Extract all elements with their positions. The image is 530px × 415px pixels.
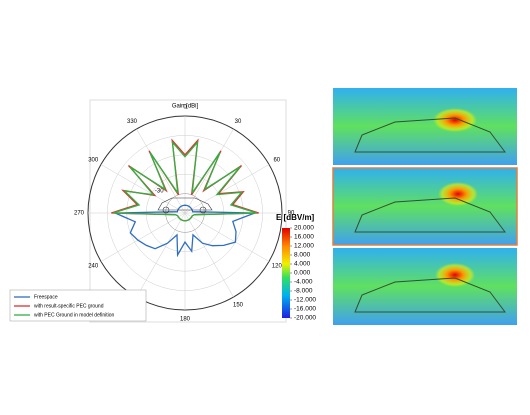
angle-label: 270	[74, 211, 85, 217]
angle-label: 240	[88, 264, 99, 270]
angle-label: 90	[288, 211, 295, 217]
colorbar-label: 0.000	[294, 270, 311, 277]
colorbar-label: -16.000	[294, 306, 316, 313]
spoke	[184, 128, 234, 214]
chart-title: Gain [dBi]	[172, 104, 199, 110]
colorbar-label: -4.000	[294, 279, 313, 286]
angle-label: 60	[273, 158, 280, 164]
spoke	[184, 164, 270, 214]
legend-label: with result-specific PEC ground	[34, 303, 104, 309]
legend	[9, 289, 147, 322]
colorbar-label: -12.000	[294, 297, 316, 304]
colorbar	[282, 228, 290, 318]
colorbar-label: 4.000	[294, 261, 311, 268]
r-tick-label: -30	[155, 189, 164, 195]
angle-label: 30	[235, 119, 242, 125]
spoke	[100, 164, 186, 214]
colorbar-label: -20.000	[294, 315, 316, 322]
colorbar-label: 16.000	[294, 234, 314, 241]
spoke	[184, 212, 234, 298]
angle-label: 330	[127, 119, 138, 125]
angle-label: 180	[180, 317, 191, 323]
field-images	[332, 88, 518, 325]
angle-label: 300	[88, 158, 99, 164]
angle-label: 150	[233, 302, 244, 308]
spoke	[136, 128, 186, 214]
spoke	[184, 212, 270, 262]
legend-label: with PEC Ground in model definition	[34, 312, 115, 318]
colorbar-label: -8.000	[294, 288, 313, 295]
colorbar-label: 12.000	[294, 243, 314, 250]
colorbar-label: 8.000	[294, 252, 311, 259]
spoke	[100, 212, 186, 262]
angle-label: 120	[272, 264, 283, 270]
colorbar-label: 20.000	[294, 225, 314, 232]
car-icon	[157, 197, 213, 214]
angle-label: 0	[183, 105, 187, 111]
legend-label: Freespace	[34, 294, 58, 300]
series-line	[113, 140, 257, 222]
spoke	[136, 212, 186, 298]
colorbar-title: E [dBV/m]	[276, 213, 315, 222]
series-line	[114, 204, 256, 258]
